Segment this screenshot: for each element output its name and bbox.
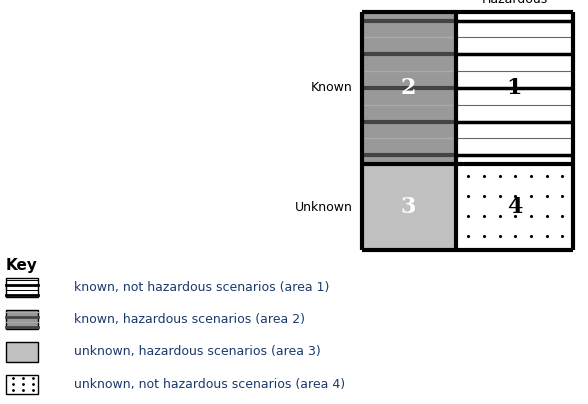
Bar <box>6 375 38 394</box>
Text: 4: 4 <box>507 196 522 218</box>
Text: Known: Known <box>311 81 353 95</box>
Bar <box>6 278 38 297</box>
Text: unknown, hazardous scenarios (area 3): unknown, hazardous scenarios (area 3) <box>74 345 320 358</box>
Text: Hazardous: Hazardous <box>482 0 547 6</box>
Text: 1: 1 <box>507 77 522 99</box>
Text: Unknown: Unknown <box>295 200 353 214</box>
Bar <box>456 12 573 164</box>
Bar <box>362 164 456 250</box>
Bar <box>456 164 573 250</box>
Text: 3: 3 <box>401 196 416 218</box>
Text: known, not hazardous scenarios (area 1): known, not hazardous scenarios (area 1) <box>74 281 329 294</box>
Bar <box>362 12 456 164</box>
Bar <box>6 342 38 362</box>
Text: known, hazardous scenarios (area 2): known, hazardous scenarios (area 2) <box>74 313 305 326</box>
Text: 2: 2 <box>401 77 416 99</box>
Bar <box>6 310 38 329</box>
Text: unknown, not hazardous scenarios (area 4): unknown, not hazardous scenarios (area 4… <box>74 378 345 391</box>
Text: Key: Key <box>6 258 38 273</box>
